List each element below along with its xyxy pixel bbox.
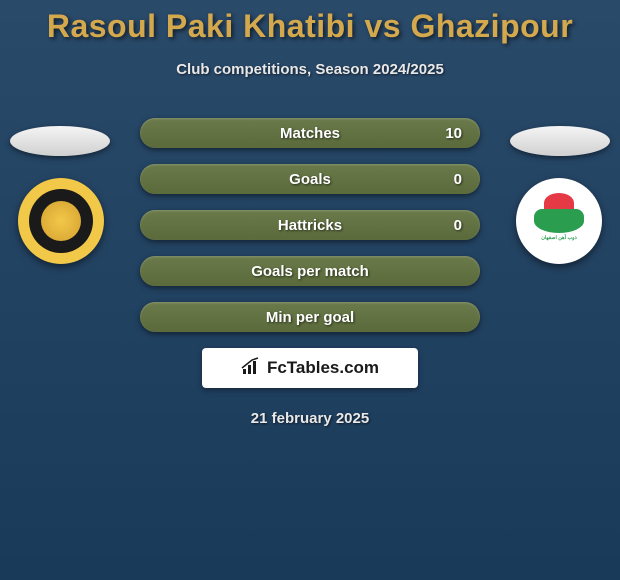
stat-label: Goals per match	[251, 263, 369, 280]
comparison-title: Rasoul Paki Khatibi vs Ghazipour	[0, 0, 620, 45]
stat-row: Goals 0	[140, 164, 480, 194]
comparison-date: 21 february 2025	[0, 410, 620, 427]
brand-box: FcTables.com	[202, 348, 418, 388]
brand-text: FcTables.com	[267, 358, 379, 378]
chart-icon	[241, 357, 263, 380]
stat-value: 10	[445, 125, 462, 142]
stat-label: Hattricks	[278, 217, 342, 234]
stat-row: Goals per match	[140, 256, 480, 286]
stat-row: Matches 10	[140, 118, 480, 148]
stat-value: 0	[454, 217, 462, 234]
stat-row: Min per goal	[140, 302, 480, 332]
stat-label: Matches	[280, 125, 340, 142]
comparison-subtitle: Club competitions, Season 2024/2025	[0, 61, 620, 78]
stat-label: Min per goal	[266, 309, 354, 326]
stat-row: Hattricks 0	[140, 210, 480, 240]
stat-label: Goals	[289, 171, 331, 188]
stats-container: Matches 10 Goals 0 Hattricks 0 Goals per…	[0, 118, 620, 332]
stat-value: 0	[454, 171, 462, 188]
